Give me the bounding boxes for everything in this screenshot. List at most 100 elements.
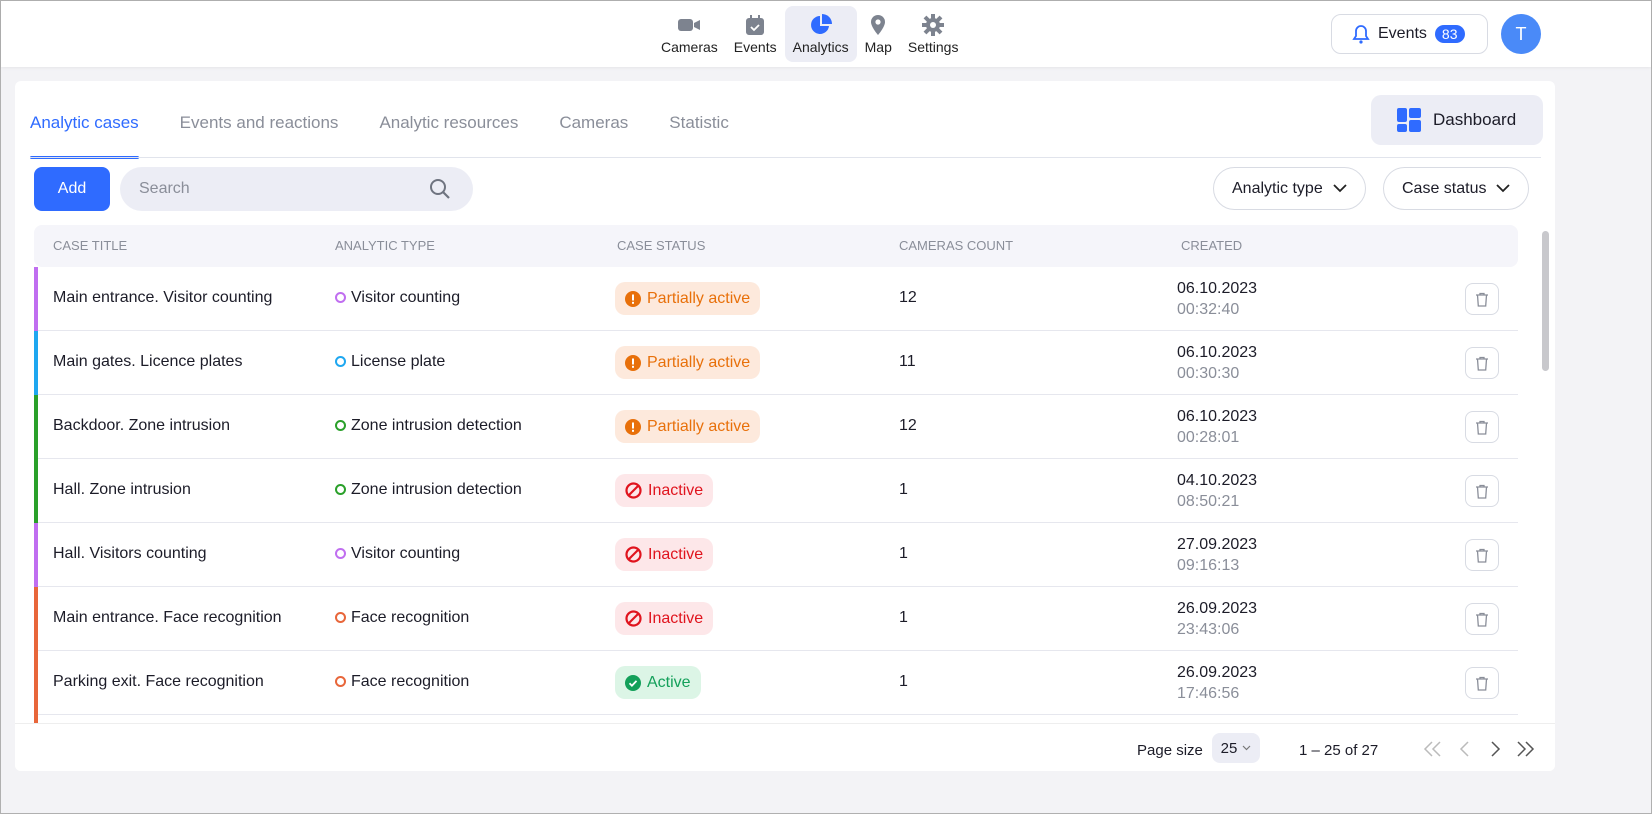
- case-title[interactable]: Backdoor. Zone intrusion: [53, 417, 230, 434]
- case-status-filter[interactable]: Case status: [1383, 167, 1530, 210]
- status-label: Inactive: [648, 481, 704, 499]
- blocked-icon: [625, 482, 642, 499]
- status-label: Partially active: [647, 417, 751, 435]
- delete-button[interactable]: [1465, 667, 1499, 699]
- delete-button[interactable]: [1465, 475, 1499, 507]
- table-row[interactable]: Main entrance. Visitor counting Visitor …: [34, 267, 1518, 331]
- warning-icon: [625, 418, 641, 435]
- search-icon[interactable]: [429, 178, 451, 200]
- status-badge: Partially active: [615, 282, 761, 315]
- column-header[interactable]: Case status: [617, 238, 706, 253]
- dashboard-button[interactable]: Dashboard: [1371, 95, 1543, 145]
- page-size-select[interactable]: 25: [1212, 733, 1260, 763]
- delete-button[interactable]: [1465, 539, 1499, 571]
- analytic-type-label: Visitor counting: [351, 545, 461, 562]
- nav-label: Map: [864, 39, 892, 55]
- status-badge: Inactive: [615, 538, 714, 571]
- created-time: 00:28:01: [1177, 429, 1240, 446]
- chevron-down-icon: [1242, 745, 1251, 751]
- first-page-icon[interactable]: [1423, 741, 1443, 757]
- delete-button[interactable]: [1465, 347, 1499, 379]
- tabs-divider: [30, 157, 1541, 158]
- scrollbar[interactable]: [1542, 231, 1549, 371]
- tab-statistic[interactable]: Statistic: [669, 113, 729, 132]
- nav-events[interactable]: Events: [726, 6, 785, 62]
- warning-icon: [625, 290, 641, 307]
- type-dot-icon: [335, 676, 346, 687]
- nav-analytics[interactable]: Analytics: [784, 6, 857, 62]
- events-label: Events: [1378, 25, 1427, 42]
- delete-button[interactable]: [1465, 411, 1499, 443]
- column-header[interactable]: Analytic type: [335, 238, 435, 253]
- last-page-icon[interactable]: [1515, 741, 1535, 757]
- analytic-type-filter[interactable]: Analytic type: [1213, 167, 1366, 210]
- case-title[interactable]: Parking exit. Face recognition: [53, 673, 264, 690]
- table-row[interactable]: Hall. Visitors counting Visitor counting…: [34, 523, 1518, 587]
- table-row[interactable]: Parking exit. Face recognition Face reco…: [34, 651, 1518, 715]
- trash-icon: [1476, 292, 1488, 307]
- created: 06.10.2023 00:32:40: [1177, 278, 1257, 320]
- case-title[interactable]: Main entrance. Face recognition: [53, 609, 282, 626]
- table-row[interactable]: Backdoor. Zone intrusion Zone intrusion …: [34, 395, 1518, 459]
- map-pin-icon: [871, 15, 886, 35]
- created: 26.09.2023 17:46:56: [1177, 662, 1257, 704]
- row-color-bar: [34, 267, 38, 331]
- status-label: Partially active: [647, 353, 751, 371]
- trash-icon: [1476, 420, 1488, 435]
- avatar[interactable]: T: [1501, 14, 1541, 54]
- nav-cameras[interactable]: Cameras: [653, 6, 726, 62]
- column-header[interactable]: Cameras count: [899, 238, 1014, 253]
- trash-icon: [1476, 612, 1488, 627]
- tab-analytic-cases[interactable]: Analytic cases: [30, 103, 139, 159]
- case-title[interactable]: Hall. Zone intrusion: [53, 481, 191, 498]
- calendar-check-icon: [746, 15, 765, 35]
- created: 06.10.2023 00:28:01: [1177, 406, 1257, 448]
- pagination: Page size 25 1 – 25 of 27: [15, 723, 1555, 771]
- dashboard-label: Dashboard: [1433, 110, 1517, 129]
- created-date: 04.10.2023: [1177, 472, 1258, 489]
- check-circle-icon: [625, 674, 641, 691]
- created: 06.10.2023 00:30:30: [1177, 342, 1257, 384]
- case-title[interactable]: Main entrance. Visitor counting: [53, 289, 273, 306]
- case-status-label: Case status: [1402, 179, 1487, 197]
- events-button[interactable]: Events 83: [1331, 14, 1488, 54]
- events-count-badge: 83: [1434, 25, 1465, 43]
- row-color-bar: [34, 523, 38, 587]
- chevron-down-icon: [1333, 184, 1347, 193]
- created-time: 09:16:13: [1177, 557, 1240, 574]
- delete-button[interactable]: [1465, 603, 1499, 635]
- column-header[interactable]: Case title: [53, 238, 128, 253]
- table-row[interactable]: Hall. Zone intrusion Zone intrusion dete…: [34, 459, 1518, 523]
- tab-analytic-resources[interactable]: Analytic resources: [379, 113, 519, 132]
- delete-button[interactable]: [1465, 283, 1499, 315]
- created-date: 06.10.2023: [1177, 408, 1258, 425]
- tab-events-and-reactions[interactable]: Events and reactions: [179, 113, 339, 132]
- table-row[interactable]: Main gates. Licence plates License plate…: [34, 331, 1518, 395]
- prev-page-icon[interactable]: [1459, 741, 1471, 757]
- case-title[interactable]: Main gates. Licence plates: [53, 353, 243, 370]
- cameras-count: 1: [899, 609, 908, 626]
- analytic-type-label: Face recognition: [351, 673, 470, 690]
- table-row[interactable]: Main entrance. Face recognition Face rec…: [34, 587, 1518, 651]
- column-header[interactable]: Created: [1181, 238, 1243, 253]
- trash-icon: [1476, 484, 1488, 499]
- status-badge: Partially active: [615, 346, 761, 379]
- next-page-icon[interactable]: [1489, 741, 1501, 757]
- created-date: 27.09.2023: [1177, 536, 1258, 553]
- tab-cameras[interactable]: Cameras: [559, 113, 629, 132]
- search-input[interactable]: [120, 167, 473, 211]
- trash-icon: [1476, 356, 1488, 371]
- nav-map[interactable]: Map: [857, 6, 900, 62]
- analytic-type: Zone intrusion detection: [335, 417, 522, 435]
- cameras-count: 1: [899, 673, 908, 690]
- nav-settings[interactable]: Settings: [900, 6, 967, 62]
- trash-icon: [1476, 548, 1488, 563]
- type-dot-icon: [335, 548, 346, 559]
- case-title[interactable]: Hall. Visitors counting: [53, 545, 207, 562]
- created: 04.10.2023 08:50:21: [1177, 470, 1257, 512]
- add-button[interactable]: Add: [34, 167, 110, 211]
- blocked-icon: [625, 546, 642, 563]
- row-color-bar: [34, 459, 38, 523]
- cameras-count: 11: [899, 353, 916, 370]
- analytic-type: License plate: [335, 353, 445, 371]
